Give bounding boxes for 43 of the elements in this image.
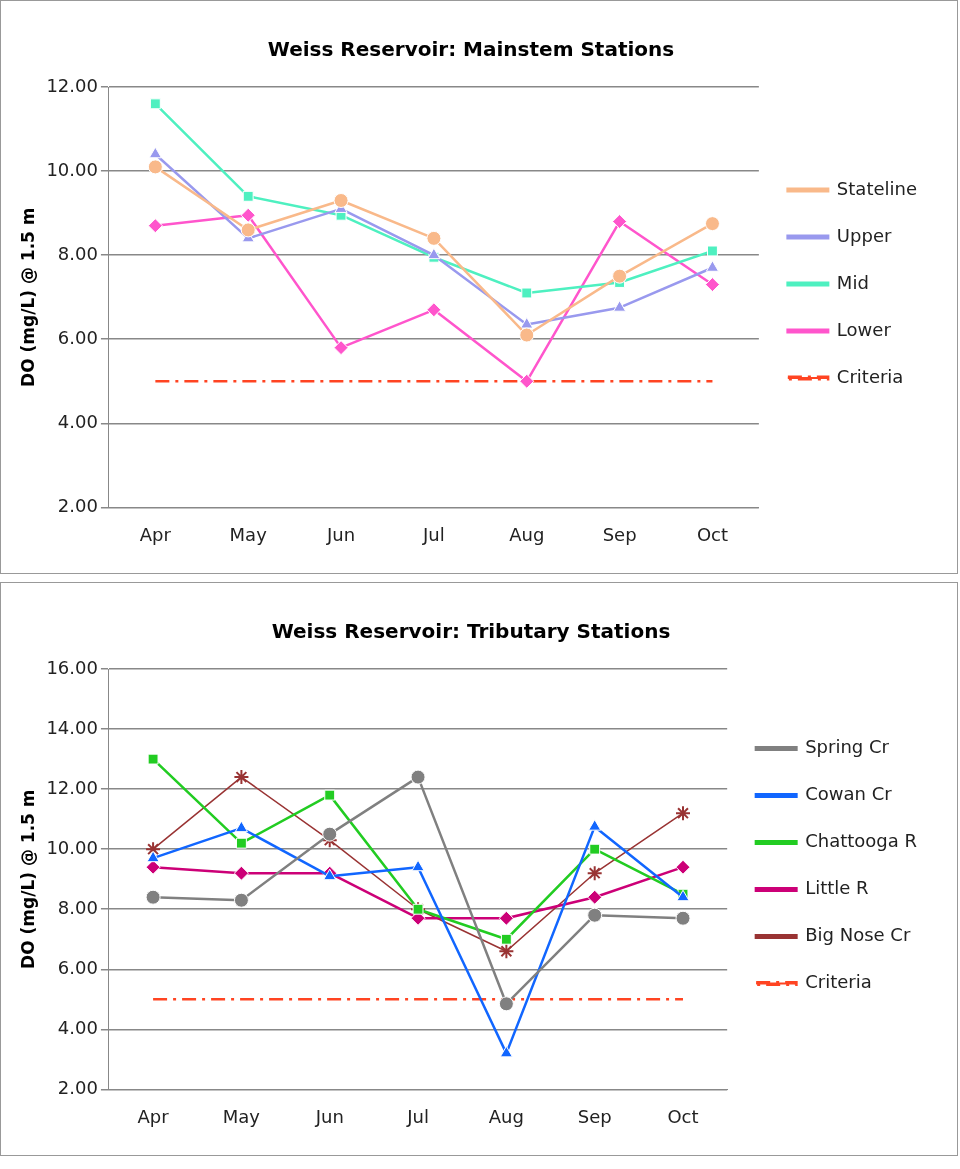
x-tick-label: Jul — [422, 523, 445, 545]
y-tick-label: 2.00 — [57, 495, 98, 517]
x-tick-label: Jun — [314, 1105, 344, 1127]
x-tick-label: Apr — [139, 523, 172, 545]
legend-label: Big Nose Cr — [805, 924, 911, 946]
y-tick-label: 6.00 — [57, 956, 98, 978]
y-tick-label: 8.00 — [57, 896, 98, 918]
y-tick-label: 10.00 — [46, 836, 98, 858]
y-tick-label: 12.00 — [46, 776, 98, 798]
legend-label: Little R — [805, 877, 869, 899]
legend-label: Lower — [836, 318, 892, 340]
x-tick-label: Apr — [137, 1105, 170, 1127]
y-tick-label: 8.00 — [57, 242, 98, 264]
x-tick-label: Aug — [488, 1105, 524, 1127]
x-tick-label: Oct — [667, 1105, 699, 1127]
x-tick-label: Jul — [406, 1105, 429, 1127]
chart-title: Weiss Reservoir: Mainstem Stations — [267, 37, 675, 62]
x-tick-label: Sep — [577, 1105, 612, 1127]
y-axis-title: DO (mg/L) @ 1.5 m — [17, 207, 38, 387]
legend-label: Cowan Cr — [805, 783, 893, 805]
legend-label: Stateline — [836, 177, 918, 199]
legend-label: Spring Cr — [805, 736, 890, 758]
x-tick-label: Aug — [509, 523, 545, 545]
y-tick-label: 4.00 — [57, 1017, 98, 1039]
y-tick-label: 2.00 — [57, 1077, 98, 1099]
x-tick-label: Sep — [602, 523, 637, 545]
legend-label: Mid — [836, 271, 869, 293]
x-tick-label: May — [222, 1105, 261, 1127]
x-tick-label: May — [229, 523, 268, 545]
legend-label: Criteria — [805, 971, 872, 993]
y-tick-label: 6.00 — [57, 326, 98, 348]
legend-label: Upper — [836, 224, 892, 246]
y-tick-label: 16.00 — [46, 656, 98, 678]
x-tick-label: Oct — [696, 523, 729, 545]
y-tick-label: 4.00 — [57, 410, 98, 432]
legend-label: Chattooga R — [805, 830, 918, 852]
x-tick-label: Jun — [325, 523, 356, 545]
legend-label: Criteria — [836, 365, 904, 387]
chart-title: Weiss Reservoir: Tributary Stations — [271, 619, 671, 644]
y-tick-label: 12.00 — [46, 74, 98, 96]
y-tick-label: 14.00 — [46, 716, 98, 738]
y-axis-title: DO (mg/L) @ 1.5 m — [17, 789, 38, 969]
y-tick-label: 10.00 — [46, 158, 98, 180]
